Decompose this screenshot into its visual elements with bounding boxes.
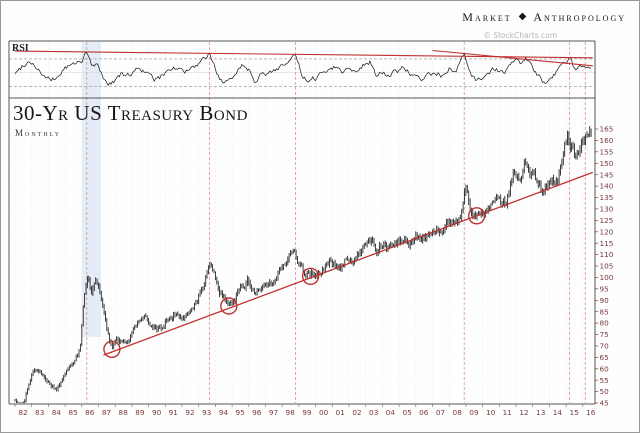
svg-text:12: 12 xyxy=(519,408,528,417)
svg-text:13: 13 xyxy=(536,408,546,417)
svg-text:92: 92 xyxy=(185,408,194,417)
svg-text:82: 82 xyxy=(18,408,27,417)
svg-text:04: 04 xyxy=(386,408,396,417)
svg-text:145: 145 xyxy=(600,170,614,179)
svg-text:88: 88 xyxy=(119,408,129,417)
svg-text:14: 14 xyxy=(553,408,563,417)
svg-text:94: 94 xyxy=(219,408,229,417)
svg-text:06: 06 xyxy=(419,408,429,417)
svg-text:99: 99 xyxy=(302,408,312,417)
brand-right: Anthropology xyxy=(533,10,626,24)
svg-text:160: 160 xyxy=(600,136,614,145)
svg-text:105: 105 xyxy=(600,262,614,271)
svg-text:60: 60 xyxy=(600,364,610,373)
svg-text:80: 80 xyxy=(600,319,610,328)
price-support-trendline xyxy=(103,171,594,356)
svg-text:97: 97 xyxy=(269,408,279,417)
svg-text:89: 89 xyxy=(135,408,145,417)
svg-text:100: 100 xyxy=(600,273,614,282)
svg-text:85: 85 xyxy=(600,307,609,316)
svg-text:110: 110 xyxy=(600,250,614,259)
svg-text:45: 45 xyxy=(600,399,609,408)
svg-text:165: 165 xyxy=(600,125,614,134)
diamond-icon: ◆ xyxy=(518,11,527,22)
rsi-upper-trendline xyxy=(14,50,593,59)
rsi-secondary-trendline xyxy=(432,49,593,67)
svg-text:90: 90 xyxy=(152,408,162,417)
brand-logo: Market ◆ Anthropology xyxy=(462,10,626,25)
svg-text:125: 125 xyxy=(600,216,614,225)
svg-text:70: 70 xyxy=(600,342,610,351)
svg-text:135: 135 xyxy=(600,193,614,202)
chart-subtitle: Monthly xyxy=(15,128,62,138)
svg-text:130: 130 xyxy=(600,205,614,214)
svg-text:95: 95 xyxy=(235,408,244,417)
brand-left: Market xyxy=(462,10,512,24)
price-bars xyxy=(14,126,592,403)
svg-text:09: 09 xyxy=(469,408,479,417)
rsi-label: RSI xyxy=(12,43,29,54)
rsi-series xyxy=(14,51,592,87)
rsi-reference-lines xyxy=(9,58,595,87)
svg-text:120: 120 xyxy=(600,227,614,236)
svg-text:93: 93 xyxy=(202,408,212,417)
svg-text:98: 98 xyxy=(286,408,296,417)
svg-text:75: 75 xyxy=(600,330,609,339)
svg-text:86: 86 xyxy=(85,408,95,417)
svg-text:85: 85 xyxy=(68,408,77,417)
svg-text:87: 87 xyxy=(102,408,112,417)
svg-text:08: 08 xyxy=(453,408,463,417)
trendlines xyxy=(14,49,594,356)
svg-text:140: 140 xyxy=(600,182,614,191)
svg-text:02: 02 xyxy=(352,408,361,417)
svg-text:05: 05 xyxy=(402,408,411,417)
event-dashed-lines xyxy=(86,42,586,403)
svg-text:07: 07 xyxy=(436,408,446,417)
chart-title: 30-Yr US Treasury Bond xyxy=(13,101,248,125)
svg-text:155: 155 xyxy=(600,147,614,156)
svg-text:16: 16 xyxy=(586,408,596,417)
svg-text:84: 84 xyxy=(52,408,62,417)
svg-text:90: 90 xyxy=(600,296,610,305)
svg-text:03: 03 xyxy=(369,408,379,417)
svg-text:00: 00 xyxy=(319,408,329,417)
svg-text:83: 83 xyxy=(35,408,45,417)
svg-text:96: 96 xyxy=(252,408,262,417)
stockcharts-credit: © StockCharts.com xyxy=(483,31,557,40)
svg-text:11: 11 xyxy=(503,408,512,417)
svg-text:01: 01 xyxy=(336,408,345,417)
axis-labels: 1651601551501451401351301251201151101051… xyxy=(14,125,614,417)
svg-text:15: 15 xyxy=(569,408,578,417)
svg-text:150: 150 xyxy=(600,159,614,168)
svg-text:55: 55 xyxy=(600,376,609,385)
svg-text:50: 50 xyxy=(600,387,610,396)
svg-text:10: 10 xyxy=(486,408,496,417)
panel-borders xyxy=(8,40,596,405)
svg-text:115: 115 xyxy=(600,239,614,248)
svg-text:95: 95 xyxy=(600,284,609,293)
trendline-touch-circles xyxy=(103,207,486,358)
svg-text:91: 91 xyxy=(169,408,178,417)
svg-text:65: 65 xyxy=(600,353,609,362)
